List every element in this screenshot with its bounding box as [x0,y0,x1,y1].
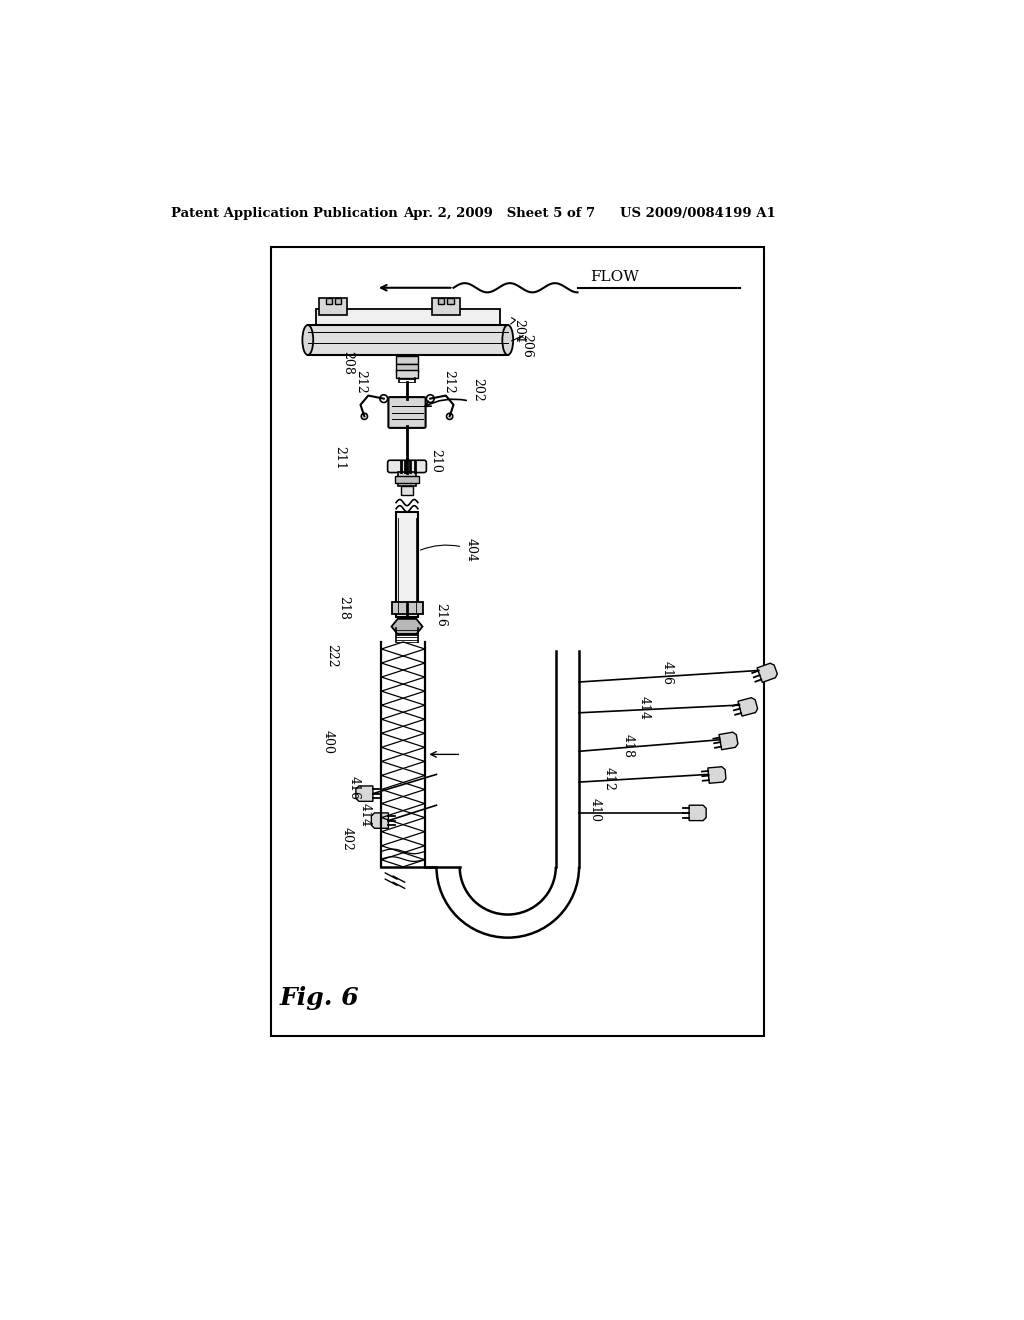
Circle shape [361,413,368,420]
Text: 222: 222 [326,644,339,668]
Bar [271,247,764,1036]
Text: US 2009/0084199 A1: US 2009/0084199 A1 [621,207,776,220]
Circle shape [426,395,434,403]
Ellipse shape [503,325,513,355]
Bar [395,477,419,483]
Text: Patent Application Publication: Patent Application Publication [171,207,397,220]
Text: 418: 418 [622,734,635,758]
Polygon shape [719,733,738,750]
Text: 211: 211 [334,446,346,470]
Text: 206: 206 [520,334,534,358]
Circle shape [380,395,388,403]
Text: 204: 204 [512,318,525,342]
Bar [432,298,460,314]
Bar [438,298,444,304]
Text: 414: 414 [637,696,650,719]
Bar [308,325,508,355]
Text: Fig. 6: Fig. 6 [280,986,358,1010]
Polygon shape [372,813,388,829]
Bar [391,602,423,614]
Text: FLOW: FLOW [590,269,639,284]
Bar [315,309,500,330]
Text: 412: 412 [602,767,615,791]
Text: 208: 208 [341,351,354,375]
Text: Apr. 2, 2009   Sheet 5 of 7: Apr. 2, 2009 Sheet 5 of 7 [403,207,595,220]
Text: 402: 402 [341,826,354,850]
Bar [319,298,347,314]
Text: 216: 216 [434,603,447,627]
Polygon shape [356,785,373,801]
FancyBboxPatch shape [388,397,426,428]
Polygon shape [391,619,423,635]
Text: 404: 404 [421,537,478,562]
Bar [396,512,418,616]
Polygon shape [738,698,758,717]
Text: 210: 210 [429,449,441,474]
Bar [326,298,332,304]
Text: 410: 410 [589,799,601,822]
Text: 212: 212 [442,370,455,393]
Circle shape [446,413,453,420]
Text: 218: 218 [337,595,350,619]
Polygon shape [689,805,707,821]
Bar [400,486,414,495]
Bar [396,356,418,364]
Text: 212: 212 [354,370,368,393]
Text: 202: 202 [471,378,484,401]
Text: 414: 414 [359,804,372,828]
Bar [335,298,341,304]
Bar [397,471,417,486]
Text: 416: 416 [347,776,360,800]
Bar [396,370,418,378]
Ellipse shape [302,325,313,355]
FancyBboxPatch shape [388,461,426,473]
Text: 400: 400 [322,730,335,754]
Polygon shape [757,663,777,682]
Text: 416: 416 [660,661,674,685]
Polygon shape [708,767,726,783]
Bar [396,364,418,372]
Bar [447,298,454,304]
